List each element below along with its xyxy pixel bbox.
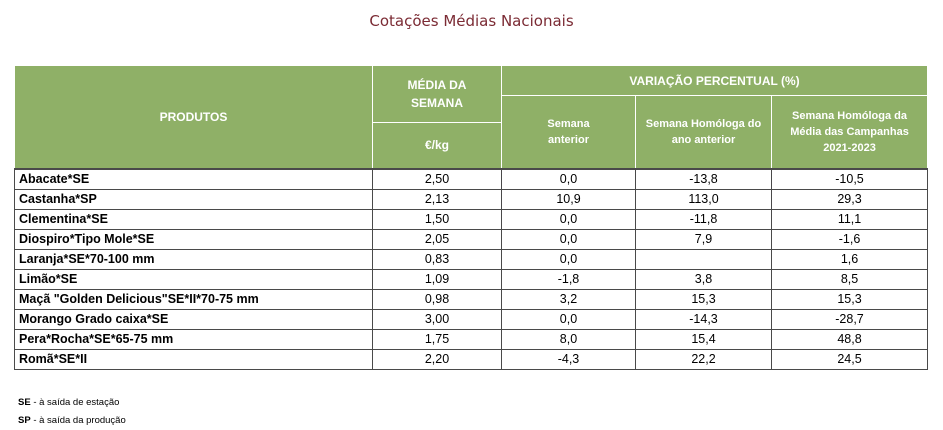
footnote-se: SE - à saída de estação — [18, 397, 120, 408]
semana-homologa-media-cell: 48,8 — [770, 328, 929, 350]
header-unit: €/kg — [372, 122, 502, 169]
product-name-cell: Pera*Rocha*SE*65-75 mm — [14, 328, 373, 350]
media-semana-cell: 0,83 — [372, 248, 502, 270]
table-body: Abacate*SE 2,50 0,0 -13,8 -10,5 Castanha*SP 2,… — [14, 167, 929, 370]
semana-homologa-cell: 3,8 — [635, 268, 772, 290]
product-name-cell: Limão*SE — [14, 268, 373, 290]
product-name-cell: Romã*SE*II — [14, 348, 373, 370]
table-row: Morango Grado caixa*SE 3,00 0,0 -14,3 -28,7 — [14, 308, 929, 330]
table-row: Maçã "Golden Delicious"SE*II*70-75 mm 0,9… — [14, 288, 929, 310]
footnotes: SE - à saída de estação SP - à saída da … — [18, 394, 126, 430]
media-semana-cell: 1,75 — [372, 328, 502, 350]
header-variacao: VARIAÇÃO PERCENTUAL (%) — [500, 65, 929, 96]
semana-anterior-cell: 10,9 — [501, 188, 636, 210]
media-semana-cell: 2,13 — [372, 188, 502, 210]
semana-homologa-cell — [635, 248, 772, 270]
media-semana-cell: 2,05 — [372, 228, 502, 250]
table-row: Laranja*SE*70-100 mm 0,83 0,0 1,6 — [14, 248, 929, 270]
semana-anterior-cell: 3,2 — [501, 288, 636, 310]
table-row: Castanha*SP 2,13 10,9 113,0 29,3 — [14, 188, 929, 210]
product-name-cell: Maçã "Golden Delicious"SE*II*70-75 mm — [14, 288, 373, 310]
table-row: Romã*SE*II 2,20 -4,3 22,2 24,5 — [14, 348, 929, 370]
semana-homologa-cell: 22,2 — [635, 348, 772, 370]
semana-homologa-cell: 113,0 — [635, 188, 772, 210]
product-name-cell: Abacate*SE — [14, 167, 373, 190]
semana-anterior-cell: 0,0 — [501, 228, 636, 250]
table-row: Abacate*SE 2,50 0,0 -13,8 -10,5 — [14, 167, 929, 190]
header-semana-homologa-media: Semana Homóloga da Média das Campanhas 2… — [770, 95, 929, 169]
semana-anterior-cell: 0,0 — [501, 248, 636, 270]
media-semana-cell: 1,50 — [372, 208, 502, 230]
semana-homologa-media-cell: -28,7 — [770, 308, 929, 330]
media-semana-cell: 0,98 — [372, 288, 502, 310]
page-title: Cotações Médias Nacionais — [369, 12, 574, 30]
semana-anterior-cell: 0,0 — [501, 308, 636, 330]
product-name-cell: Laranja*SE*70-100 mm — [14, 248, 373, 270]
semana-homologa-media-cell: 11,1 — [770, 208, 929, 230]
semana-homologa-media-cell: 24,5 — [770, 348, 929, 370]
media-semana-cell: 2,20 — [372, 348, 502, 370]
product-name-cell: Castanha*SP — [14, 188, 373, 210]
table-row: Diospiro*Tipo Mole*SE 2,05 0,0 7,9 -1,6 — [14, 228, 929, 250]
header-media-semana: MÉDIA DA SEMANA — [372, 65, 502, 123]
semana-homologa-cell: 15,4 — [635, 328, 772, 350]
semana-homologa-cell: -11,8 — [635, 208, 772, 230]
semana-anterior-cell: 8,0 — [501, 328, 636, 350]
semana-homologa-cell: -13,8 — [635, 167, 772, 190]
semana-homologa-media-cell: -10,5 — [770, 167, 929, 190]
product-name-cell: Diospiro*Tipo Mole*SE — [14, 228, 373, 250]
semana-homologa-cell: -14,3 — [635, 308, 772, 330]
semana-homologa-cell: 15,3 — [635, 288, 772, 310]
semana-anterior-cell: 0,0 — [501, 208, 636, 230]
semana-homologa-media-cell: -1,6 — [770, 228, 929, 250]
media-semana-cell: 1,09 — [372, 268, 502, 290]
quotes-table: PRODUTOS MÉDIA DA SEMANA VARIAÇÃO PERCEN… — [14, 65, 929, 370]
table-row: Clementina*SE 1,50 0,0 -11,8 11,1 — [14, 208, 929, 230]
footnote-sp: SP - à saída da produção — [18, 415, 126, 426]
header-semana-homologa: Semana Homóloga do ano anterior — [635, 95, 772, 169]
header-produtos: PRODUTOS — [14, 65, 373, 169]
media-semana-cell: 2,50 — [372, 167, 502, 190]
semana-homologa-media-cell: 8,5 — [770, 268, 929, 290]
table-row: Pera*Rocha*SE*65-75 mm 1,75 8,0 15,4 48,8 — [14, 328, 929, 350]
semana-homologa-media-cell: 1,6 — [770, 248, 929, 270]
semana-anterior-cell: -1,8 — [501, 268, 636, 290]
semana-anterior-cell: 0,0 — [501, 167, 636, 190]
semana-homologa-cell: 7,9 — [635, 228, 772, 250]
semana-anterior-cell: -4,3 — [501, 348, 636, 370]
semana-homologa-media-cell: 15,3 — [770, 288, 929, 310]
media-semana-cell: 3,00 — [372, 308, 502, 330]
header-semana-anterior: Semana anterior — [501, 95, 636, 169]
table-row: Limão*SE 1,09 -1,8 3,8 8,5 — [14, 268, 929, 290]
product-name-cell: Clementina*SE — [14, 208, 373, 230]
semana-homologa-media-cell: 29,3 — [770, 188, 929, 210]
product-name-cell: Morango Grado caixa*SE — [14, 308, 373, 330]
